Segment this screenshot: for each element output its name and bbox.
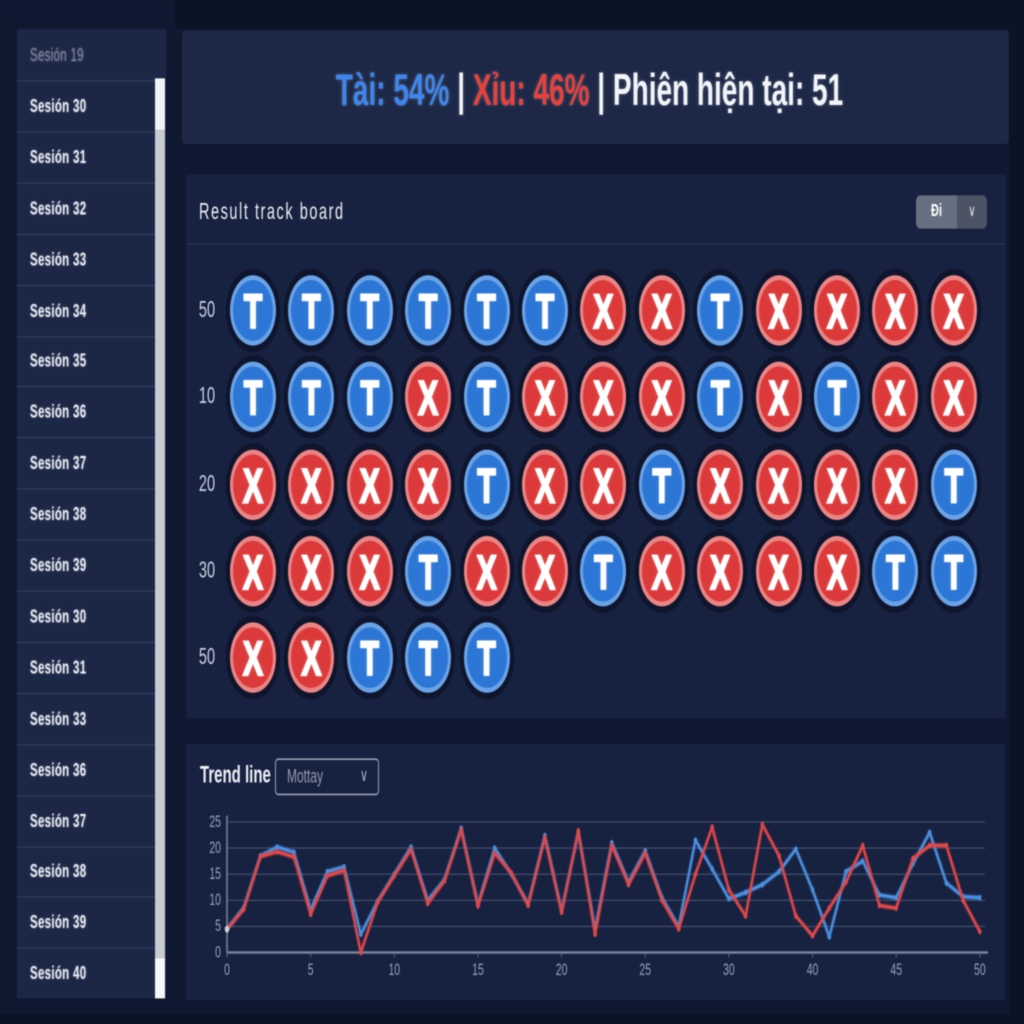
svg-text:25: 25 [209,811,221,830]
svg-text:5: 5 [308,959,314,978]
svg-text:10: 10 [209,889,221,908]
svg-text:10: 10 [388,959,400,978]
svg-text:15: 15 [472,959,484,978]
svg-text:25: 25 [639,959,651,978]
svg-text:20: 20 [556,959,568,978]
svg-text:0: 0 [224,959,230,978]
svg-text:0: 0 [215,942,221,961]
svg-text:20: 20 [209,837,221,856]
svg-text:15: 15 [209,863,221,882]
svg-text:50: 50 [974,959,986,978]
svg-text:5: 5 [215,916,221,935]
svg-text:30: 30 [723,959,735,978]
svg-text:45: 45 [890,959,902,978]
svg-text:40: 40 [807,959,819,978]
